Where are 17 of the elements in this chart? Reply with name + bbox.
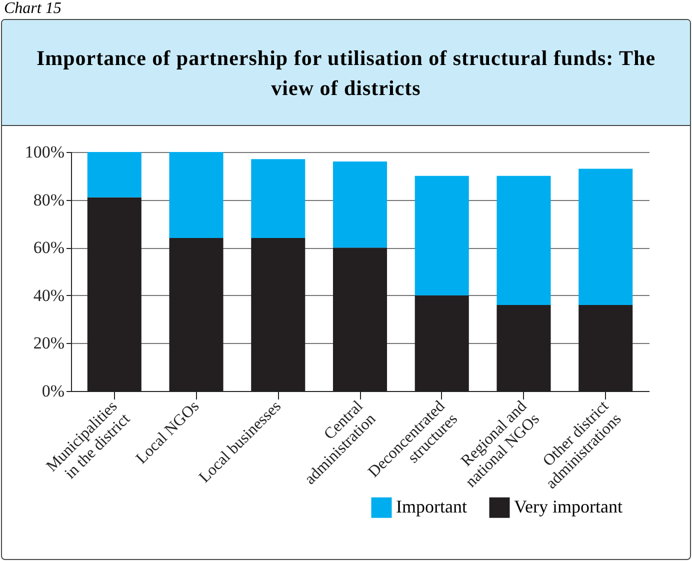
y-tick-label: 100%: [24, 142, 64, 162]
y-tick-label: 40%: [33, 286, 64, 305]
bar: [169, 152, 224, 238]
bar: [251, 159, 306, 238]
y-tick-label: 0%: [42, 382, 64, 400]
bar: [414, 176, 469, 296]
bar: [496, 176, 551, 305]
legend-label: Important: [396, 496, 467, 517]
caption: Chart 15: [3, 0, 62, 18]
chart-title: Importance of partnership for utilisation of structural funds: The view of districts: [2, 20, 690, 126]
legend-label: Very important: [514, 496, 622, 517]
bar: [332, 162, 388, 248]
y-tick-label: 20%: [33, 334, 64, 353]
y-tick-label: 60%: [33, 238, 64, 258]
y-tick-label: 80%: [33, 190, 64, 210]
bar: [578, 168, 633, 305]
bar: [87, 152, 142, 198]
